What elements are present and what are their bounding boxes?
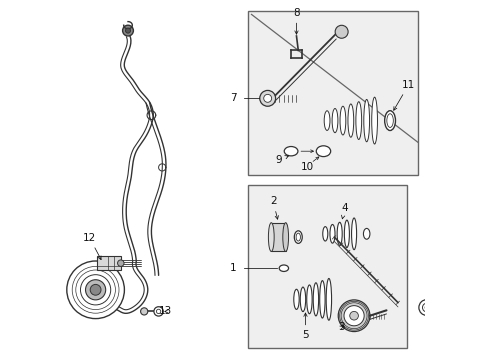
Circle shape xyxy=(154,307,163,316)
Ellipse shape xyxy=(316,146,331,157)
Ellipse shape xyxy=(294,231,302,243)
Ellipse shape xyxy=(319,281,325,318)
Circle shape xyxy=(86,280,106,300)
Bar xyxy=(271,223,286,252)
Circle shape xyxy=(419,300,435,315)
Circle shape xyxy=(264,94,271,102)
Text: 10: 10 xyxy=(301,162,314,172)
Ellipse shape xyxy=(294,289,299,309)
Circle shape xyxy=(338,300,370,332)
Circle shape xyxy=(80,275,111,305)
Ellipse shape xyxy=(324,111,330,130)
Circle shape xyxy=(335,25,348,38)
Text: 13: 13 xyxy=(159,306,172,316)
Circle shape xyxy=(422,303,431,312)
Ellipse shape xyxy=(313,283,318,316)
Ellipse shape xyxy=(364,229,370,239)
Circle shape xyxy=(141,308,148,315)
Ellipse shape xyxy=(326,279,332,320)
Circle shape xyxy=(350,311,358,320)
Ellipse shape xyxy=(372,97,377,144)
Ellipse shape xyxy=(296,233,300,241)
Text: 9: 9 xyxy=(275,155,289,165)
Bar xyxy=(248,11,418,175)
Text: 4: 4 xyxy=(342,203,348,219)
Circle shape xyxy=(67,261,124,319)
Ellipse shape xyxy=(387,114,393,127)
Ellipse shape xyxy=(344,220,349,248)
Text: 1: 1 xyxy=(230,263,236,273)
Text: 6: 6 xyxy=(0,359,1,360)
Bar xyxy=(248,185,407,348)
Circle shape xyxy=(344,306,364,326)
Ellipse shape xyxy=(337,222,342,246)
Ellipse shape xyxy=(279,265,289,271)
Ellipse shape xyxy=(332,108,338,133)
Circle shape xyxy=(260,90,275,106)
Ellipse shape xyxy=(323,227,328,241)
Ellipse shape xyxy=(284,147,298,156)
Ellipse shape xyxy=(356,102,362,140)
Ellipse shape xyxy=(340,106,346,135)
Circle shape xyxy=(118,260,124,266)
Circle shape xyxy=(125,28,130,33)
Ellipse shape xyxy=(351,218,357,250)
Circle shape xyxy=(90,284,101,295)
Text: 7: 7 xyxy=(230,93,236,103)
Text: 8: 8 xyxy=(293,8,300,34)
Text: 12: 12 xyxy=(83,233,101,260)
Text: 5: 5 xyxy=(302,313,309,340)
Ellipse shape xyxy=(364,99,369,142)
Circle shape xyxy=(425,306,429,309)
Ellipse shape xyxy=(300,287,306,311)
Ellipse shape xyxy=(307,285,312,314)
Circle shape xyxy=(156,309,161,314)
Circle shape xyxy=(76,270,116,310)
Ellipse shape xyxy=(283,223,289,252)
Ellipse shape xyxy=(330,225,335,243)
Text: 3: 3 xyxy=(338,322,345,332)
Ellipse shape xyxy=(385,111,395,131)
Text: 2: 2 xyxy=(270,196,278,219)
Circle shape xyxy=(122,25,133,36)
Ellipse shape xyxy=(348,104,354,137)
Text: 11: 11 xyxy=(394,80,416,110)
Ellipse shape xyxy=(269,223,274,252)
Bar xyxy=(98,256,121,270)
Circle shape xyxy=(72,266,119,313)
